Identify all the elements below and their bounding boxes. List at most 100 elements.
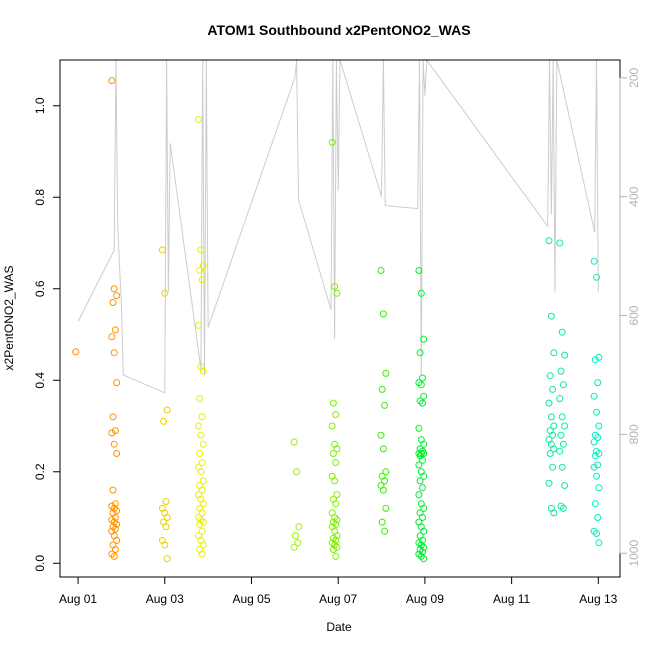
y-tick-label: 1.0	[33, 97, 47, 114]
data-point	[197, 431, 205, 439]
data-point	[198, 527, 206, 535]
data-point	[113, 450, 121, 457]
data-point	[594, 379, 602, 387]
data-point	[420, 504, 428, 512]
data-point	[329, 546, 337, 553]
data-point	[420, 440, 428, 448]
x-tick-label: Aug 01	[59, 592, 97, 606]
data-point	[590, 527, 598, 535]
data-point	[108, 77, 116, 85]
data-point	[198, 550, 206, 558]
data-point	[595, 422, 603, 430]
data-point	[415, 379, 423, 387]
data-point	[594, 434, 602, 441]
data-point	[377, 267, 385, 274]
data-point	[197, 246, 205, 254]
data-point	[162, 498, 170, 505]
y-tick-label: 0.2	[33, 463, 47, 480]
data-point	[329, 450, 337, 457]
data-point	[113, 379, 121, 387]
right-tick-label: 800	[627, 424, 641, 444]
data-point	[295, 523, 303, 531]
data-point	[416, 445, 424, 453]
right-tick-label: 200	[627, 67, 641, 87]
data-point	[419, 536, 426, 544]
data-point	[163, 514, 171, 521]
data-point	[198, 486, 206, 494]
data-point	[291, 532, 299, 540]
data-point	[593, 472, 600, 480]
data-point	[591, 500, 599, 508]
data-point	[561, 482, 569, 489]
altitude-trace	[77, 58, 599, 394]
data-point	[595, 353, 603, 361]
data-point	[328, 138, 336, 146]
data-point	[595, 539, 603, 547]
x-tick-label: Aug 11	[493, 592, 530, 606]
data-point	[561, 422, 569, 430]
data-point	[419, 456, 426, 464]
data-point	[547, 312, 555, 320]
right-tick-label: 600	[627, 305, 641, 325]
y-axis: 0.0 0.2 0.4 0.6 0.8 1.0	[33, 97, 61, 572]
data-point	[420, 472, 428, 480]
data-point	[110, 552, 118, 560]
data-point	[109, 523, 117, 531]
data-point	[381, 477, 389, 485]
x-tick-label: Aug 03	[146, 592, 184, 606]
data-point	[556, 447, 564, 455]
data-point	[590, 392, 598, 400]
data-point	[162, 523, 170, 531]
data-point	[415, 267, 423, 274]
chart-title: ATOM1 Southbound x2PentONO2_WAS	[207, 22, 470, 38]
data-point	[110, 504, 118, 512]
data-point	[547, 413, 555, 421]
data-point	[420, 335, 428, 343]
data-point	[110, 440, 118, 448]
data-point	[332, 500, 340, 508]
data-point	[332, 536, 340, 544]
data-point	[331, 514, 339, 521]
data-point	[331, 477, 339, 485]
data-point	[111, 326, 119, 334]
data-point	[559, 504, 567, 512]
data-point	[108, 516, 116, 524]
data-point	[329, 518, 337, 526]
data-point	[381, 527, 389, 535]
data-point	[382, 369, 390, 377]
x-tick-label: Aug 09	[406, 592, 444, 606]
data-point	[108, 333, 116, 341]
data-point	[329, 399, 337, 407]
data-point	[545, 237, 553, 245]
data-point	[378, 385, 386, 393]
data-point	[590, 438, 598, 446]
data-point	[294, 539, 302, 547]
data-point	[111, 427, 119, 435]
data-point	[158, 246, 166, 254]
data-point	[558, 328, 566, 336]
data-point	[163, 555, 171, 563]
x-tick-label: Aug 07	[319, 592, 357, 606]
data-point	[378, 518, 386, 526]
data-point	[416, 349, 424, 357]
data-point	[161, 541, 169, 549]
x-axis: Aug 01 Aug 03 Aug 05 Aug 07 Aug 09 Aug 11 Aug …	[59, 576, 618, 606]
data-point	[559, 440, 567, 448]
data-point	[108, 429, 116, 437]
data-point	[332, 411, 340, 419]
data-point	[595, 450, 603, 457]
data-point	[109, 413, 117, 421]
data-point	[561, 351, 569, 359]
data-point	[556, 395, 564, 403]
data-point	[196, 267, 204, 274]
data-point	[161, 289, 169, 297]
data-point	[595, 484, 603, 492]
data-point	[111, 546, 119, 553]
data-point	[549, 431, 557, 439]
data-point	[111, 514, 119, 521]
data-point	[332, 520, 340, 528]
data-point	[546, 372, 554, 380]
data-point	[195, 116, 202, 123]
data-point	[290, 543, 298, 551]
data-point	[293, 468, 301, 476]
